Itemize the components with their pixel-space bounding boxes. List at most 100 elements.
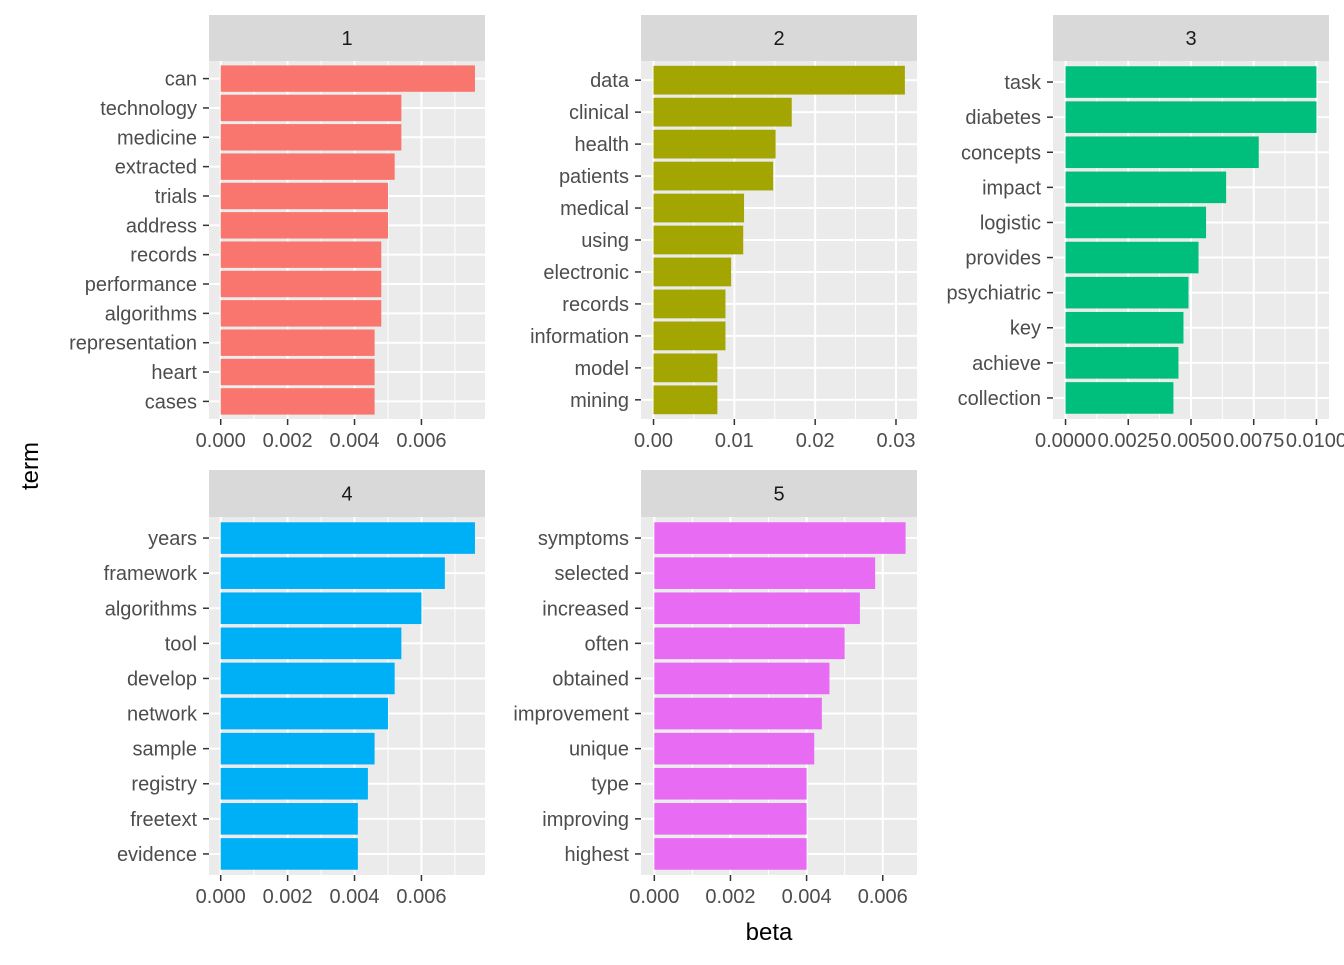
bar-symptoms	[654, 522, 906, 554]
bar-freetext	[220, 803, 358, 835]
bar-achieve	[1065, 347, 1179, 379]
y-tick-label: unique	[569, 739, 629, 761]
y-axis-title: term	[17, 442, 44, 490]
bar-trials	[220, 182, 388, 210]
y-tick-label: task	[1004, 72, 1042, 94]
y-tick-label: evidence	[117, 844, 197, 866]
y-tick-label: obtained	[552, 668, 629, 690]
bar-unique	[654, 732, 815, 765]
bar-representation	[220, 329, 375, 356]
bar-provides	[1065, 241, 1199, 274]
bar-evidence	[220, 838, 358, 870]
bar-mining	[653, 385, 718, 415]
bar-extracted	[220, 153, 395, 180]
y-tick-label: sample	[133, 739, 197, 761]
facet-panel-5: 5 symptoms selected increased often obtained i…	[513, 470, 917, 908]
x-tick-label: 0.002	[263, 886, 313, 908]
y-tick-label: heart	[151, 362, 197, 384]
y-tick-label: improving	[542, 809, 629, 831]
bar-algorithms	[220, 592, 422, 625]
bar-clinical	[653, 97, 792, 127]
y-tick-label: psychiatric	[947, 283, 1041, 305]
y-tick-label: registry	[131, 774, 197, 796]
bar-medical	[653, 193, 745, 223]
bar-collection	[1065, 382, 1174, 414]
x-tick-label: 0.006	[858, 886, 908, 908]
x-tick-label: 0.002	[705, 886, 755, 908]
y-tick-label: symptoms	[538, 528, 629, 550]
bar-technology	[220, 94, 402, 122]
y-tick-label: collection	[958, 388, 1041, 410]
y-tick-label: algorithms	[105, 598, 197, 620]
facet-strip-label: 3	[1185, 28, 1196, 50]
facet-strip-label: 1	[341, 28, 352, 50]
y-tick-label: electronic	[543, 262, 629, 284]
bar-electronic	[653, 257, 732, 287]
x-tick-label: 0.004	[329, 886, 379, 908]
bar-years	[220, 522, 475, 554]
x-tick-label: 0.004	[782, 886, 832, 908]
bar-information	[653, 321, 726, 351]
bar-tool	[220, 627, 402, 660]
x-tick-label: 0.0025	[1098, 430, 1159, 452]
y-tick-label: diabetes	[965, 107, 1041, 129]
bar-task	[1065, 66, 1317, 98]
y-tick-label: extracted	[115, 157, 197, 179]
x-tick-label: 0.03	[877, 430, 916, 452]
facet-strip	[1053, 15, 1329, 61]
y-tick-label: representation	[69, 333, 197, 355]
x-tick-label: 0.004	[329, 430, 379, 452]
y-tick-label: algorithms	[105, 303, 197, 325]
bar-diabetes	[1065, 101, 1317, 133]
y-tick-label: key	[1010, 318, 1041, 340]
y-tick-label: records	[130, 245, 197, 267]
y-tick-label: logistic	[980, 212, 1041, 234]
bar-registry	[220, 767, 368, 800]
bar-selected	[654, 557, 876, 589]
x-tick-label: 0.0100	[1286, 430, 1344, 452]
y-tick-label: impact	[982, 177, 1041, 199]
facet-strip	[641, 470, 917, 517]
bar-using	[653, 225, 744, 255]
bar-network	[220, 697, 388, 730]
facet-panel-4: 4 years framework algorithms tool develop netw…	[104, 470, 485, 908]
y-tick-label: improvement	[513, 704, 629, 726]
bar-medicine	[220, 124, 402, 151]
bar-logistic	[1065, 206, 1207, 239]
y-tick-label: concepts	[961, 142, 1041, 164]
bar-concepts	[1065, 136, 1259, 169]
bar-impact	[1065, 171, 1227, 204]
bar-model	[653, 353, 718, 383]
y-tick-label: medicine	[117, 127, 197, 149]
facet-strip	[209, 470, 485, 517]
y-tick-label: patients	[559, 166, 629, 188]
bar-type	[654, 767, 807, 800]
bar-obtained	[654, 662, 830, 695]
x-axis-title: beta	[746, 919, 793, 946]
y-tick-label: mining	[570, 390, 629, 412]
x-tick-label: 0.00	[634, 430, 673, 452]
y-tick-label: model	[575, 358, 629, 380]
y-tick-label: selected	[555, 563, 630, 585]
facet-panel-1: 1 can technology medicine extracted trials add…	[69, 15, 485, 452]
y-tick-label: develop	[127, 668, 197, 690]
facet-strip-label: 5	[773, 484, 784, 506]
y-tick-label: achieve	[972, 353, 1041, 375]
x-tick-label: 0.01	[715, 430, 754, 452]
bar-improving	[654, 803, 807, 835]
y-tick-label: network	[127, 704, 198, 726]
x-tick-label: 0.000	[196, 430, 246, 452]
bar-increased	[654, 592, 860, 625]
y-tick-label: clinical	[569, 102, 629, 124]
y-tick-label: information	[530, 326, 629, 348]
bar-psychiatric	[1065, 276, 1189, 309]
bar-often	[654, 627, 845, 660]
y-tick-label: tool	[165, 633, 197, 655]
x-tick-label: 0.002	[263, 430, 313, 452]
bar-heart	[220, 358, 375, 386]
y-tick-label: often	[585, 633, 629, 655]
y-tick-label: performance	[85, 274, 197, 296]
y-tick-label: technology	[100, 98, 197, 120]
